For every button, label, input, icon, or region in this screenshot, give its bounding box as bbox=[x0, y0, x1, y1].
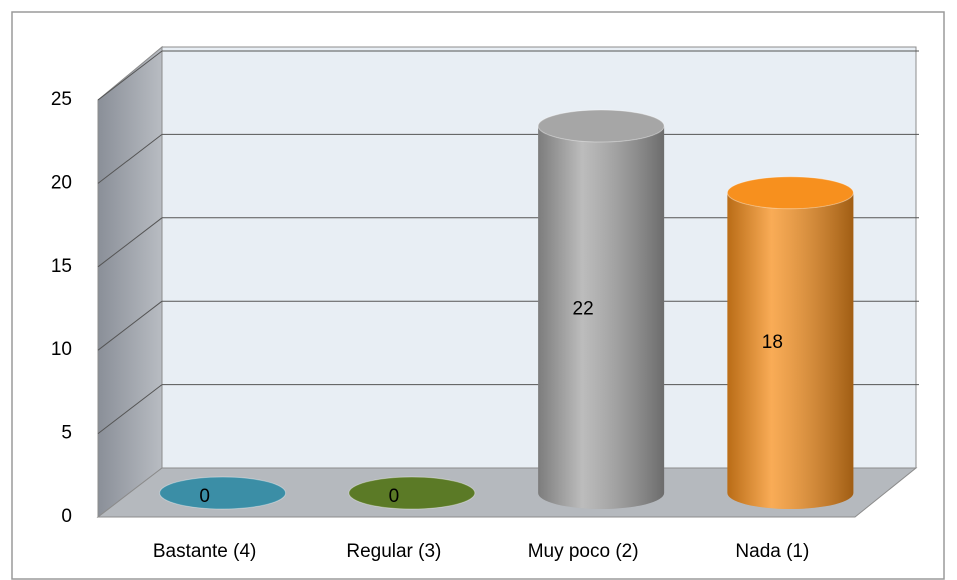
y-tick-label: 10 bbox=[51, 339, 72, 360]
grid-line bbox=[97, 384, 163, 434]
x-tick-label: Muy poco (2) bbox=[528, 541, 639, 562]
y-tick-label: 15 bbox=[51, 256, 72, 277]
y-tick-label: 20 bbox=[51, 172, 72, 193]
grid-line bbox=[97, 217, 163, 268]
bar-top bbox=[159, 476, 287, 510]
data-label: 0 bbox=[389, 486, 400, 507]
bar-top bbox=[348, 476, 476, 510]
y-tick-label: 0 bbox=[61, 506, 72, 527]
bar-shade bbox=[538, 126, 665, 509]
x-tick-label: Nada (1) bbox=[735, 541, 809, 562]
bar-top bbox=[726, 176, 854, 210]
floor bbox=[96, 467, 918, 518]
grid-line bbox=[97, 300, 163, 351]
x-tick-label: Bastante (4) bbox=[153, 541, 257, 562]
y-tick-label: 5 bbox=[61, 423, 72, 444]
y-tick-label: 25 bbox=[51, 89, 72, 110]
grid-line bbox=[97, 50, 163, 101]
bar-top bbox=[537, 109, 665, 143]
x-tick-label: Regular (3) bbox=[346, 541, 441, 562]
chart-border bbox=[11, 11, 945, 580]
data-label: 22 bbox=[573, 299, 594, 320]
bar-shade bbox=[727, 192, 854, 509]
grid-line bbox=[97, 134, 163, 184]
data-label: 0 bbox=[199, 486, 210, 507]
data-label: 18 bbox=[762, 332, 783, 353]
side-wall bbox=[97, 45, 163, 519]
